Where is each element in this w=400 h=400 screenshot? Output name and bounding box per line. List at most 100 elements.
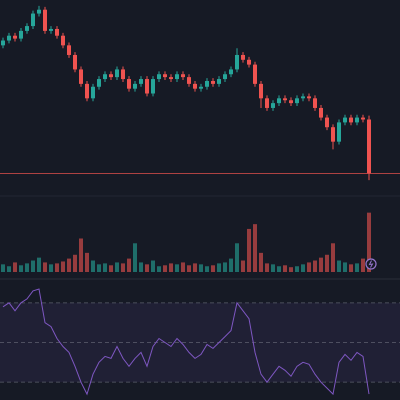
- candle-body: [139, 79, 143, 84]
- volume-bar: [307, 262, 311, 272]
- volume-bar: [31, 260, 35, 272]
- candle-body: [121, 69, 125, 80]
- candle-body: [109, 74, 113, 78]
- candle-body: [91, 86, 95, 99]
- volume-bar: [91, 260, 95, 272]
- candle-body: [175, 74, 179, 80]
- candle-body: [169, 77, 173, 80]
- volume-bar: [283, 265, 287, 272]
- volume-bar: [193, 263, 197, 272]
- candle-body: [25, 26, 29, 31]
- candle-body: [145, 79, 149, 94]
- candle-body: [253, 64, 257, 84]
- candle-body: [295, 98, 299, 104]
- volume-bar: [55, 263, 59, 272]
- volume-bar: [259, 252, 263, 272]
- candle-body: [61, 35, 65, 46]
- candle-body: [367, 119, 371, 174]
- volume-bar: [253, 224, 257, 272]
- volume-bar: [217, 263, 221, 272]
- candle-body: [7, 35, 11, 41]
- candle-body: [307, 96, 311, 99]
- candle-body: [217, 79, 221, 84]
- rsi-line: [2, 288, 370, 396]
- candle-body: [43, 9, 47, 31]
- volume-bar: [169, 263, 173, 272]
- candle-body: [343, 117, 347, 123]
- candle-body: [19, 30, 23, 39]
- candle-body: [37, 9, 41, 14]
- candle-body: [55, 28, 59, 36]
- volume-bar: [199, 264, 203, 272]
- candle-body: [133, 83, 137, 89]
- volume-bar: [211, 265, 215, 272]
- volume-bar: [295, 266, 299, 272]
- volume-bar: [277, 266, 281, 272]
- candle-body: [181, 74, 185, 78]
- volume-bar: [139, 262, 143, 272]
- candle-body: [313, 98, 317, 108]
- volume-bar: [43, 262, 47, 272]
- candle-body: [193, 83, 197, 89]
- volume-bar: [7, 266, 11, 272]
- volume-bar: [367, 212, 371, 272]
- candle-body: [163, 74, 167, 78]
- candle-body: [337, 122, 341, 142]
- volume-bar: [97, 264, 101, 272]
- candle-body: [67, 45, 71, 55]
- volume-bar: [331, 243, 335, 272]
- candle-body: [289, 100, 293, 104]
- candle-body: [85, 83, 89, 99]
- candle-body: [97, 79, 101, 87]
- candle-body: [241, 54, 245, 60]
- volume-bar: [157, 266, 161, 272]
- volume-bar: [319, 257, 323, 272]
- candle-body: [277, 98, 281, 104]
- volume-bar: [265, 263, 269, 272]
- candle-body: [73, 54, 77, 70]
- volume-bar: [61, 261, 65, 272]
- volume-bar: [181, 262, 185, 272]
- candle-body: [49, 28, 53, 31]
- volume-bar: [115, 262, 119, 272]
- candle-body: [1, 40, 5, 46]
- indicator-icon-glyph: [368, 260, 374, 268]
- volume-bar: [37, 257, 41, 272]
- volume-bar: [73, 254, 77, 272]
- candle-body: [187, 77, 191, 84]
- volume-bar: [343, 262, 347, 272]
- candle-body: [31, 13, 35, 27]
- volume-bar: [109, 265, 113, 272]
- volume-bar: [301, 264, 305, 272]
- volume-bar: [361, 258, 365, 272]
- candle-body: [271, 103, 275, 108]
- volume-bar: [13, 262, 17, 272]
- volume-bar: [79, 238, 83, 272]
- volume-bar: [151, 260, 155, 272]
- candle-body: [223, 74, 227, 80]
- volume-bar: [133, 243, 137, 272]
- volume-bar: [121, 263, 125, 272]
- candle-body: [319, 107, 323, 118]
- candle-body: [205, 80, 209, 87]
- candle-body: [283, 98, 287, 101]
- volume-bar: [145, 264, 149, 272]
- candle-body: [151, 79, 155, 94]
- candle-body: [247, 59, 251, 65]
- volume-bar: [271, 264, 275, 272]
- volume-bar: [19, 265, 23, 272]
- candle-body: [259, 83, 263, 99]
- candle-body: [325, 117, 329, 128]
- candle-body: [349, 117, 353, 123]
- candle-body: [211, 80, 215, 84]
- candle-body: [229, 69, 233, 75]
- candle-body: [157, 74, 161, 80]
- candle-body: [103, 74, 107, 80]
- volume-bar: [85, 252, 89, 272]
- volume-bar: [229, 258, 233, 272]
- volume-bar: [103, 263, 107, 272]
- volume-bar: [289, 267, 293, 272]
- candle-body: [361, 117, 365, 120]
- volume-bar: [49, 264, 53, 272]
